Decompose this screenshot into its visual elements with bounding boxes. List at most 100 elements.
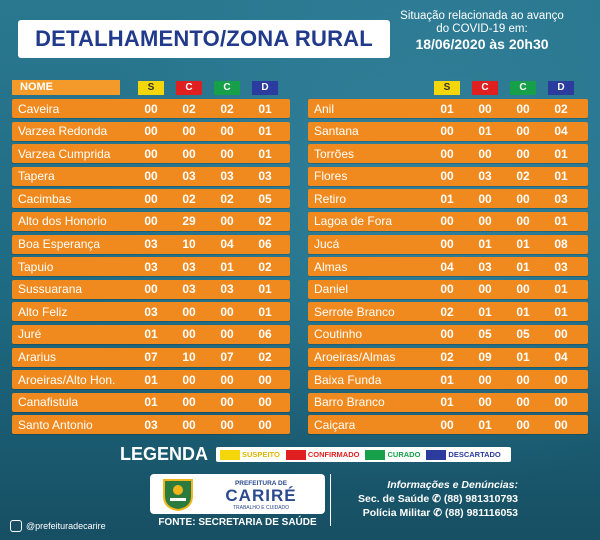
row-name: Caiçara xyxy=(314,417,356,432)
value-confirmado: 00 xyxy=(478,214,492,229)
value-descartado: 08 xyxy=(554,237,568,252)
left-table-body: Caveira 00 02 02 01 Varzea Redonda 00 00 00 01 Var… xyxy=(12,99,290,435)
value-suspeito: 00 xyxy=(144,214,158,229)
header-descartado: D xyxy=(548,80,574,95)
value-suspeito: 07 xyxy=(144,350,158,365)
legend-item-curado: CURADO xyxy=(365,449,421,460)
value-descartado: 00 xyxy=(554,417,568,432)
row-name: Alto Feliz xyxy=(18,304,68,319)
table-row: Juré 01 00 00 06 xyxy=(12,324,290,344)
value-suspeito: 00 xyxy=(440,327,454,342)
value-confirmado: 00 xyxy=(182,327,196,342)
row-name: Cacimbas xyxy=(18,191,72,206)
value-suspeito: 00 xyxy=(144,282,158,297)
value-descartado: 06 xyxy=(258,237,272,252)
city-logo: PREFEITURA DE CARIRÉ TRABALHO E CUIDADO xyxy=(150,474,325,514)
value-descartado: 02 xyxy=(258,214,272,229)
header-curado: C xyxy=(214,80,240,95)
contacts: Informações e Denúncias: Sec. de Saúde ✆… xyxy=(338,478,518,520)
value-curado: 00 xyxy=(220,124,234,139)
table-row: Alto Feliz 03 00 00 01 xyxy=(12,302,290,322)
value-descartado: 01 xyxy=(258,304,272,319)
table-row: Canafistula 01 00 00 00 xyxy=(12,392,290,412)
row-name: Baixa Funda xyxy=(314,372,382,387)
row-name: Alto dos Honorio xyxy=(18,214,107,229)
value-descartado: 03 xyxy=(554,191,568,206)
situation-date: 18/06/2020 às 20h30 xyxy=(415,36,549,52)
value-curado: 00 xyxy=(220,395,234,410)
value-confirmado: 03 xyxy=(182,259,196,274)
value-suspeito: 02 xyxy=(440,304,454,319)
value-suspeito: 01 xyxy=(144,395,158,410)
logo-big: CARIRÉ xyxy=(225,486,297,505)
value-confirmado: 03 xyxy=(478,259,492,274)
table-row: Tapera 00 03 03 03 xyxy=(12,166,290,186)
value-suspeito: 00 xyxy=(144,124,158,139)
legend-text: DESCARTADO xyxy=(448,450,501,459)
table-row: Boa Esperança 03 10 04 06 xyxy=(12,234,290,254)
value-curado: 00 xyxy=(220,304,234,319)
row-name: Aroeiras/Almas xyxy=(314,350,396,365)
value-suspeito: 00 xyxy=(144,191,158,206)
value-suspeito: 00 xyxy=(440,169,454,184)
instagram-icon xyxy=(10,520,22,532)
logo-text: PREFEITURA DE CARIRÉ TRABALHO E CUIDADO xyxy=(200,480,322,511)
row-name: Santana xyxy=(314,124,359,139)
header-confirmado: C xyxy=(176,80,202,95)
value-descartado: 01 xyxy=(554,304,568,319)
value-curado: 00 xyxy=(220,214,234,229)
value-suspeito: 01 xyxy=(440,395,454,410)
value-confirmado: 00 xyxy=(478,101,492,116)
value-confirmado: 00 xyxy=(182,146,196,161)
page-title: DETALHAMENTO/ZONA RURAL xyxy=(35,26,373,51)
value-confirmado: 03 xyxy=(182,169,196,184)
value-descartado: 01 xyxy=(554,146,568,161)
value-suspeito: 01 xyxy=(440,372,454,387)
table-row: Daniel 00 00 00 01 xyxy=(308,279,588,299)
value-curado: 03 xyxy=(220,169,234,184)
row-name: Flores xyxy=(314,169,348,184)
value-confirmado: 00 xyxy=(478,372,492,387)
value-descartado: 02 xyxy=(258,259,272,274)
value-suspeito: 00 xyxy=(440,282,454,297)
value-confirmado: 02 xyxy=(182,101,196,116)
table-row: Coutinho 00 05 05 00 xyxy=(308,324,588,344)
row-name: Torrões xyxy=(314,146,355,161)
value-curado: 02 xyxy=(516,169,530,184)
legend-item-confirmado: CONFIRMADO xyxy=(285,449,359,460)
row-name: Jucá xyxy=(314,237,340,252)
value-curado: 00 xyxy=(220,372,234,387)
value-curado: 05 xyxy=(516,327,530,342)
divider xyxy=(330,474,331,526)
value-confirmado: 03 xyxy=(478,169,492,184)
value-confirmado: 00 xyxy=(182,372,196,387)
value-descartado: 05 xyxy=(258,191,272,206)
legend-item-suspeito: SUSPEITO xyxy=(220,449,280,460)
value-curado: 07 xyxy=(220,350,234,365)
value-suspeito: 00 xyxy=(144,146,158,161)
table-row: Ararius 07 10 07 02 xyxy=(12,347,290,367)
value-confirmado: 03 xyxy=(182,282,196,297)
table-row: Lagoa de Fora 00 00 00 01 xyxy=(308,211,588,231)
table-row: Jucá 00 01 01 08 xyxy=(308,234,588,254)
legend-text: CURADO xyxy=(387,450,421,459)
value-suspeito: 00 xyxy=(144,169,158,184)
value-confirmado: 10 xyxy=(182,350,196,365)
legend-swatch xyxy=(220,449,241,460)
value-suspeito: 03 xyxy=(144,259,158,274)
value-curado: 00 xyxy=(516,191,530,206)
table-row: Santo Antonio 03 00 00 00 xyxy=(12,415,290,435)
table-row: Tapuio 03 03 01 02 xyxy=(12,257,290,277)
instagram-handle[interactable]: @prefeituradecarire xyxy=(10,520,106,532)
value-descartado: 01 xyxy=(258,124,272,139)
value-confirmado: 09 xyxy=(478,350,492,365)
coat-of-arms-icon xyxy=(163,479,193,512)
header-confirmado: C xyxy=(472,80,498,95)
value-suspeito: 01 xyxy=(440,191,454,206)
value-curado: 00 xyxy=(220,146,234,161)
value-confirmado: 02 xyxy=(182,191,196,206)
value-curado: 01 xyxy=(220,259,234,274)
value-descartado: 01 xyxy=(258,282,272,297)
table-row: Aroeiras/Almas 02 09 01 04 xyxy=(308,347,588,367)
value-curado: 00 xyxy=(516,214,530,229)
